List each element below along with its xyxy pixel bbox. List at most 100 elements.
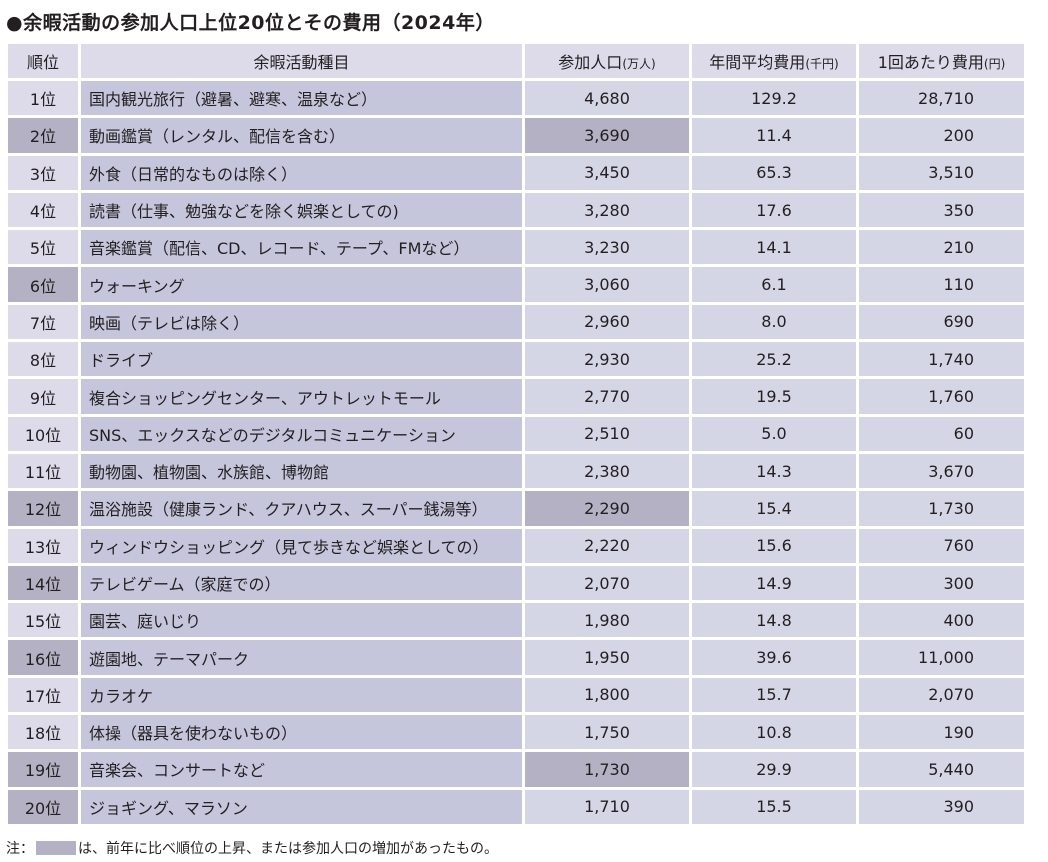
rank-cell: 13位 xyxy=(8,528,78,563)
per-visit-cost-cell: 1,760 xyxy=(859,379,1024,414)
rank-cell: 11位 xyxy=(8,453,78,489)
rank-cell: 14位 xyxy=(8,565,78,601)
table-header-row: 順位 余暇活動種目 参加人口(万人) 年間平均費用(千円) 1回あたり費用(円) xyxy=(8,44,1024,78)
rank-cell: 9位 xyxy=(8,379,78,414)
annual-cost-cell: 11.4 xyxy=(692,118,856,153)
rank-cell: 17位 xyxy=(8,677,78,713)
activity-cell: 温浴施設（健康ランド、クアハウス、スーパー銭湯等） xyxy=(81,491,522,526)
per-visit-cost-cell: 760 xyxy=(859,528,1024,563)
per-visit-cost-cell: 350 xyxy=(859,192,1024,228)
activity-cell: 音楽鑑賞（配信、CD、レコード、テープ、FMなど） xyxy=(81,230,522,265)
per-visit-cost-cell: 2,070 xyxy=(859,677,1024,713)
per-visit-cost-cell: 28,710 xyxy=(859,81,1024,116)
participants-cell: 2,070 xyxy=(525,565,689,601)
table-row: 6位 ウォーキング 3,060 6.1 110 xyxy=(8,267,1024,302)
per-visit-cost-cell: 5,440 xyxy=(859,752,1024,787)
participants-cell: 1,750 xyxy=(525,715,689,750)
rank-cell: 16位 xyxy=(8,640,78,675)
table-row: 18位 体操（器具を使わないもの） 1,750 10.8 190 xyxy=(8,715,1024,750)
participants-cell: 2,290 xyxy=(525,491,689,526)
participants-cell: 2,770 xyxy=(525,379,689,414)
table-row: 2位 動画鑑賞（レンタル、配信を含む） 3,690 11.4 200 xyxy=(8,118,1024,153)
annual-cost-cell: 10.8 xyxy=(692,715,856,750)
table-row: 14位 テレビゲーム（家庭での） 2,070 14.9 300 xyxy=(8,565,1024,601)
participants-cell: 1,730 xyxy=(525,752,689,787)
table-row: 3位 外食（日常的なものは除く） 3,450 65.3 3,510 xyxy=(8,155,1024,190)
table-row: 1位 国内観光旅行（避暑、避寒、温泉など） 4,680 129.2 28,710 xyxy=(8,81,1024,116)
table-row: 15位 園芸、庭いじり 1,980 14.8 400 xyxy=(8,603,1024,638)
rank-cell: 2位 xyxy=(8,118,78,153)
table-row: 9位 複合ショッピングセンター、アウトレットモール 2,770 19.5 1,760 xyxy=(8,379,1024,414)
per-visit-cost-cell: 3,510 xyxy=(859,155,1024,190)
activity-cell: ウォーキング xyxy=(81,267,522,302)
per-visit-cost-cell: 390 xyxy=(859,789,1024,824)
participants-cell: 2,380 xyxy=(525,453,689,489)
activity-cell: ジョギング、マラソン xyxy=(81,789,522,824)
annual-cost-cell: 15.4 xyxy=(692,491,856,526)
rank-cell: 18位 xyxy=(8,715,78,750)
table-row: 8位 ドライブ 2,930 25.2 1,740 xyxy=(8,342,1024,377)
annual-cost-cell: 6.1 xyxy=(692,267,856,302)
header-annual-cost-label: 年間平均費用 xyxy=(709,53,806,72)
annual-cost-cell: 29.9 xyxy=(692,752,856,787)
activity-cell: 体操（器具を使わないもの） xyxy=(81,715,522,750)
participants-cell: 1,950 xyxy=(525,640,689,675)
activity-cell: 国内観光旅行（避暑、避寒、温泉など） xyxy=(81,81,522,116)
table-row: 20位 ジョギング、マラソン 1,710 15.5 390 xyxy=(8,789,1024,824)
annual-cost-cell: 14.1 xyxy=(692,230,856,265)
annual-cost-cell: 15.7 xyxy=(692,677,856,713)
per-visit-cost-cell: 190 xyxy=(859,715,1024,750)
participants-cell: 3,060 xyxy=(525,267,689,302)
per-visit-cost-cell: 110 xyxy=(859,267,1024,302)
activity-cell: 遊園地、テーマパーク xyxy=(81,640,522,675)
annual-cost-cell: 65.3 xyxy=(692,155,856,190)
table-body: 1位 国内観光旅行（避暑、避寒、温泉など） 4,680 129.2 28,710 2位 動画… xyxy=(8,81,1024,824)
header-per-visit-cost: 1回あたり費用(円) xyxy=(859,44,1024,78)
per-visit-cost-cell: 210 xyxy=(859,230,1024,265)
rank-cell: 12位 xyxy=(8,491,78,526)
per-visit-cost-cell: 11,000 xyxy=(859,640,1024,675)
header-participants-label: 参加人口 xyxy=(558,53,623,72)
activity-cell: 園芸、庭いじり xyxy=(81,603,522,638)
header-rank: 順位 xyxy=(8,44,78,78)
leisure-ranking-table: 順位 余暇活動種目 参加人口(万人) 年間平均費用(千円) 1回あたり費用(円)… xyxy=(5,41,1027,827)
activity-cell: SNS、エックスなどのデジタルコミュニケーション xyxy=(81,416,522,451)
annual-cost-cell: 19.5 xyxy=(692,379,856,414)
activity-cell: 動画鑑賞（レンタル、配信を含む） xyxy=(81,118,522,153)
annual-cost-cell: 14.9 xyxy=(692,565,856,601)
highlight-legend-swatch xyxy=(36,841,76,855)
table-row: 17位 カラオケ 1,800 15.7 2,070 xyxy=(8,677,1024,713)
page-title: ●余暇活動の参加人口上位20位とその費用（2024年） xyxy=(6,12,495,34)
rank-cell: 1位 xyxy=(8,81,78,116)
annual-cost-cell: 25.2 xyxy=(692,342,856,377)
activity-cell: 複合ショッピングセンター、アウトレットモール xyxy=(81,379,522,414)
rank-cell: 4位 xyxy=(8,192,78,228)
per-visit-cost-cell: 60 xyxy=(859,416,1024,451)
rank-cell: 15位 xyxy=(8,603,78,638)
annual-cost-cell: 14.3 xyxy=(692,453,856,489)
footnote: 注： は、前年に比べ順位の上昇、または参加人口の増加があったもの。 xyxy=(6,838,498,858)
participants-cell: 2,960 xyxy=(525,304,689,340)
participants-cell: 2,930 xyxy=(525,342,689,377)
header-participants: 参加人口(万人) xyxy=(525,44,689,78)
header-rank-label: 順位 xyxy=(26,53,59,72)
rank-cell: 10位 xyxy=(8,416,78,451)
annual-cost-cell: 129.2 xyxy=(692,81,856,116)
rank-cell: 20位 xyxy=(8,789,78,824)
annual-cost-cell: 17.6 xyxy=(692,192,856,228)
table-row: 10位 SNS、エックスなどのデジタルコミュニケーション 2,510 5.0 60 xyxy=(8,416,1024,451)
table-row: 7位 映画（テレビは除く） 2,960 8.0 690 xyxy=(8,304,1024,340)
per-visit-cost-cell: 690 xyxy=(859,304,1024,340)
participants-cell: 3,690 xyxy=(525,118,689,153)
rank-cell: 3位 xyxy=(8,155,78,190)
header-participants-unit: (万人) xyxy=(622,57,656,71)
rank-cell: 7位 xyxy=(8,304,78,340)
header-annual-cost-unit: (千円) xyxy=(805,57,839,71)
rank-cell: 19位 xyxy=(8,752,78,787)
activity-cell: 映画（テレビは除く） xyxy=(81,304,522,340)
participants-cell: 3,280 xyxy=(525,192,689,228)
header-per-visit-cost-label: 1回あたり費用 xyxy=(877,53,984,72)
annual-cost-cell: 15.5 xyxy=(692,789,856,824)
annual-cost-cell: 8.0 xyxy=(692,304,856,340)
annual-cost-cell: 5.0 xyxy=(692,416,856,451)
